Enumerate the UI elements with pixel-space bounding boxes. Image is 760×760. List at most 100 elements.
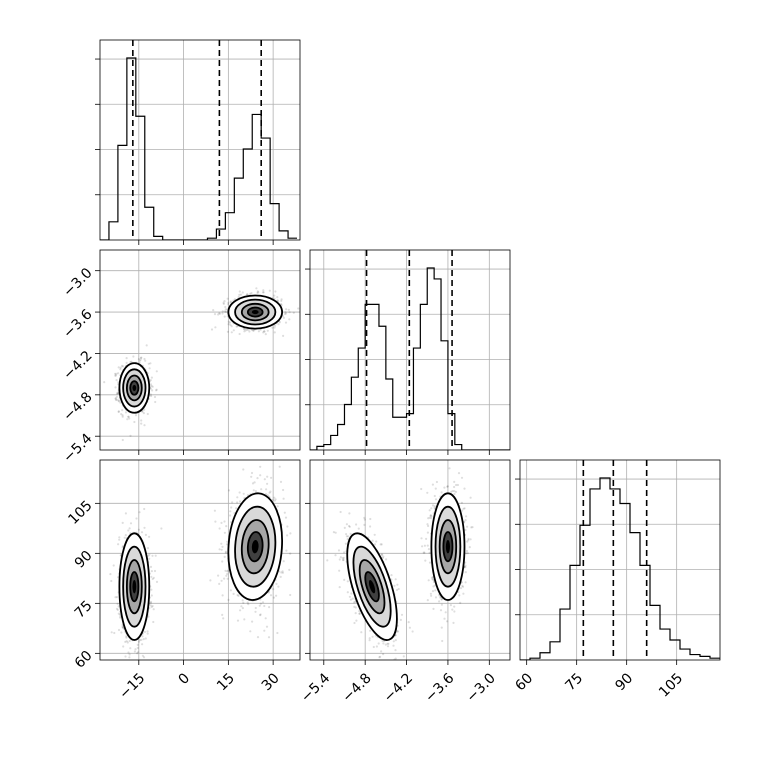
scatter-point bbox=[149, 601, 152, 605]
hist-contents bbox=[520, 460, 720, 660]
scatter-point bbox=[373, 533, 376, 536]
scatter-point bbox=[282, 316, 285, 319]
scatter-point bbox=[394, 657, 397, 660]
histogram-bar bbox=[434, 279, 441, 450]
histogram-bar bbox=[660, 629, 670, 660]
scatter-point bbox=[386, 642, 389, 645]
histogram-bar bbox=[580, 525, 590, 660]
scatter-point bbox=[226, 577, 229, 580]
scatter-panel-p0_p1 bbox=[95, 249, 301, 455]
scatter-point bbox=[338, 558, 341, 561]
scatter-point bbox=[368, 639, 371, 642]
scatter-point bbox=[113, 631, 116, 635]
scatter-point bbox=[342, 559, 345, 562]
scatter-point bbox=[457, 472, 461, 475]
scatter-point bbox=[284, 516, 288, 519]
contour-line bbox=[234, 298, 277, 326]
scatter-point bbox=[238, 491, 241, 494]
histogram-bar bbox=[570, 565, 580, 660]
scatter-point bbox=[266, 329, 269, 332]
scatter-point bbox=[369, 525, 372, 528]
histogram-bar bbox=[145, 207, 154, 240]
scatter-point bbox=[220, 548, 223, 551]
scatter-point bbox=[275, 594, 278, 597]
scatter-point bbox=[224, 551, 227, 554]
scatter-point bbox=[363, 518, 366, 521]
scatter-point bbox=[114, 386, 117, 389]
histogram-bar bbox=[344, 405, 351, 451]
scatter-point bbox=[124, 655, 127, 658]
scatter-point bbox=[238, 500, 242, 503]
scatter-point bbox=[117, 399, 120, 402]
scatter-point bbox=[144, 533, 147, 537]
histogram-bar bbox=[640, 565, 650, 660]
scatter-point bbox=[151, 577, 154, 581]
histogram-step bbox=[520, 477, 720, 660]
scatter-point bbox=[124, 411, 128, 414]
scatter-point bbox=[396, 583, 399, 586]
histogram-bar bbox=[427, 268, 434, 450]
scatter-point bbox=[371, 635, 374, 638]
scatter-point bbox=[214, 326, 217, 329]
scatter-point bbox=[221, 560, 224, 563]
scatter-point bbox=[137, 528, 140, 531]
scatter-point bbox=[274, 498, 277, 501]
scatter-point bbox=[273, 499, 276, 502]
scatter-point bbox=[235, 325, 238, 328]
scatter-point bbox=[217, 313, 220, 316]
scatter-point bbox=[369, 629, 372, 632]
scatter-point bbox=[263, 478, 266, 481]
scatter-point bbox=[223, 577, 226, 580]
scatter-point bbox=[114, 374, 117, 377]
density-fill bbox=[251, 540, 259, 554]
scatter-point bbox=[143, 630, 147, 634]
scatter-point bbox=[262, 289, 265, 292]
scatter-point bbox=[221, 613, 224, 617]
scatter-point bbox=[150, 384, 153, 388]
scatter-point bbox=[146, 632, 149, 635]
scatter-point bbox=[277, 585, 280, 588]
scatter-point bbox=[150, 376, 153, 379]
scatter-point bbox=[256, 636, 260, 639]
histogram-bar bbox=[420, 304, 427, 450]
scatter-point bbox=[143, 424, 146, 427]
scatter-point bbox=[282, 497, 285, 500]
scatter-point bbox=[278, 465, 281, 468]
scatter-point bbox=[253, 481, 256, 484]
scatter-point bbox=[402, 655, 405, 658]
scatter-point bbox=[232, 329, 235, 332]
scatter-point bbox=[229, 589, 232, 592]
scatter-point bbox=[251, 482, 255, 485]
histogram-bar bbox=[379, 326, 386, 450]
panel-frame bbox=[519, 459, 721, 661]
scatter-point bbox=[223, 300, 226, 303]
scatter-point bbox=[395, 588, 399, 592]
scatter-point bbox=[265, 625, 269, 628]
scatter-point bbox=[259, 614, 262, 617]
scatter-point bbox=[224, 310, 228, 313]
scatter-point bbox=[345, 523, 348, 526]
panel-frame bbox=[99, 459, 301, 661]
scatter-point bbox=[407, 621, 410, 624]
scatter-point bbox=[283, 511, 286, 514]
contour-line bbox=[364, 571, 380, 603]
scatter-point bbox=[380, 650, 383, 653]
scatter-panel-p1_p2 bbox=[305, 459, 511, 665]
histogram-bar bbox=[234, 178, 243, 240]
histogram-bar bbox=[550, 642, 560, 660]
scatter-point bbox=[285, 312, 288, 315]
scatter-point bbox=[231, 501, 234, 504]
scatter-point bbox=[127, 415, 130, 418]
scatter-point bbox=[349, 532, 352, 536]
contour-line bbox=[118, 532, 151, 641]
scatter-point bbox=[229, 301, 232, 304]
scatter-point bbox=[121, 414, 124, 417]
scatter-point bbox=[273, 326, 276, 329]
scatter-point bbox=[210, 328, 214, 331]
scatter-point bbox=[119, 401, 122, 404]
contour-line bbox=[240, 519, 270, 575]
scatter-point bbox=[141, 654, 144, 657]
scatter-point bbox=[140, 422, 143, 425]
scatter-point bbox=[236, 501, 239, 504]
scatter-point bbox=[120, 364, 124, 367]
